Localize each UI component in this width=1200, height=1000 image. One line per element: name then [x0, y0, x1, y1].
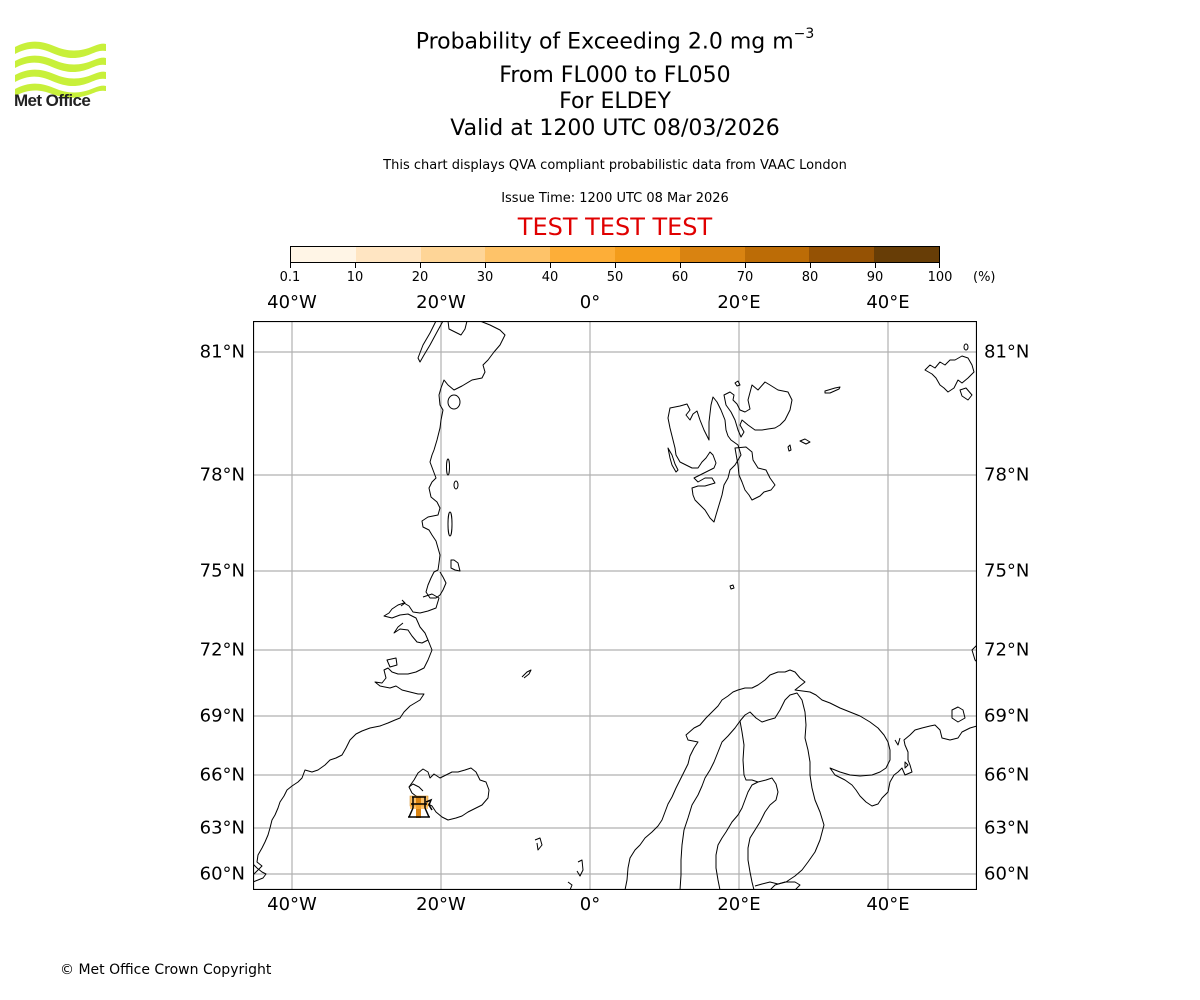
colorbar-tick — [485, 263, 486, 268]
colorbar-label: 100 — [927, 270, 953, 285]
colorbar-label: 60 — [671, 270, 689, 285]
lon-label-top: 20°E — [717, 292, 761, 313]
lat-label-left: 66°N — [199, 764, 245, 786]
lon-label-bottom: 0° — [579, 894, 601, 915]
colorbar-unit: (%) — [973, 270, 996, 285]
lat-label-right: 66°N — [984, 764, 1030, 786]
lat-label-left: 75°N — [199, 560, 245, 582]
probability-colorbar — [290, 246, 940, 263]
lat-label-right: 69°N — [984, 705, 1030, 727]
colorbar-tick — [550, 263, 551, 268]
lon-label-bottom: 40°E — [866, 894, 910, 915]
lon-label-top: 40°W — [267, 292, 317, 313]
colorbar-segment — [809, 247, 875, 262]
lat-label-right: 63°N — [984, 817, 1030, 839]
colorbar-tick — [939, 263, 940, 268]
colorbar-label: 40 — [541, 270, 559, 285]
colorbar-segment — [744, 247, 810, 262]
colorbar-label: 90 — [866, 270, 884, 285]
lat-label-left: 72°N — [199, 639, 245, 661]
valid-time: Valid at 1200 UTC 08/03/2026 — [450, 116, 780, 141]
lat-label-right: 75°N — [984, 560, 1030, 582]
flight-level-range: From FL000 to FL050 — [499, 63, 731, 88]
colorbar-label: 50 — [606, 270, 624, 285]
chart-title: Probability of Exceeding 2.0 mg m−3 — [0, 26, 1200, 55]
lat-label-right: 81°N — [984, 341, 1030, 363]
lon-label-top: 20°W — [416, 292, 466, 313]
colorbar-label: 70 — [736, 270, 754, 285]
lon-label-bottom: 40°W — [267, 894, 317, 915]
colorbar-tick — [745, 263, 746, 268]
chart-title-superscript: −3 — [793, 26, 815, 42]
colorbar-segment — [420, 247, 486, 262]
colorbar-label: 10 — [346, 270, 364, 285]
colorbar-label: 30 — [476, 270, 494, 285]
lat-label-right: 78°N — [984, 464, 1030, 486]
lat-label-left: 81°N — [199, 341, 245, 363]
colorbar-tick — [420, 263, 421, 268]
colorbar-label: 0.1 — [279, 270, 301, 285]
lat-label-left: 60°N — [199, 863, 245, 885]
test-banner: TEST TEST TEST — [517, 213, 713, 241]
colorbar-segment — [679, 247, 745, 262]
colorbar-segment — [614, 247, 680, 262]
volcano-marker-icon — [408, 796, 433, 818]
met-office-logo-text: Met Office — [14, 91, 91, 110]
colorbar-segment — [485, 247, 551, 262]
issue-time: Issue Time: 1200 UTC 08 Mar 2026 — [501, 191, 729, 206]
coastlines — [253, 321, 977, 890]
colorbar-label: 20 — [411, 270, 429, 285]
chart-description: This chart displays QVA compliant probab… — [383, 158, 847, 173]
lat-label-left: 78°N — [199, 464, 245, 486]
colorbar-tick — [355, 263, 356, 268]
lon-label-top: 0° — [579, 292, 601, 313]
copyright-notice: © Met Office Crown Copyright — [60, 962, 272, 978]
colorbar-tick — [875, 263, 876, 268]
lat-label-left: 69°N — [199, 705, 245, 727]
met-office-wave-logo-icon — [15, 41, 106, 98]
lon-label-bottom: 20°E — [717, 894, 761, 915]
graticule — [253, 321, 977, 890]
colorbar-segment — [874, 247, 939, 262]
lon-label-bottom: 20°W — [416, 894, 466, 915]
volcano-name: For ELDEY — [559, 89, 671, 114]
lon-label-top: 40°E — [866, 292, 910, 313]
colorbar-tick — [615, 263, 616, 268]
colorbar-segment — [550, 247, 615, 262]
colorbar-tick — [810, 263, 811, 268]
colorbar-segment — [291, 247, 356, 262]
lat-label-left: 63°N — [199, 817, 245, 839]
colorbar-label: 80 — [801, 270, 819, 285]
colorbar-tick — [680, 263, 681, 268]
lat-label-right: 60°N — [984, 863, 1030, 885]
colorbar-segment — [355, 247, 421, 262]
chart-title-text: Probability of Exceeding 2.0 mg m — [415, 29, 794, 55]
lat-label-right: 72°N — [984, 639, 1030, 661]
colorbar-tick — [290, 263, 291, 268]
map-canvas[interactable] — [253, 321, 977, 890]
map-frame — [253, 321, 977, 890]
